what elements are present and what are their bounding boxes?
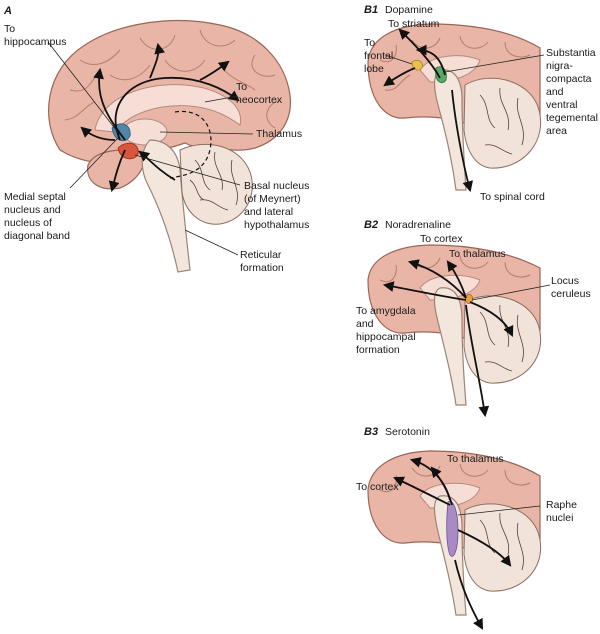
b3-pathway-upper	[409, 457, 451, 501]
panel-a-letter: A	[3, 5, 12, 17]
panel-b1-letter: B1	[364, 4, 378, 16]
label-b3-to-cortex: To cortex	[356, 481, 399, 493]
b1-pathway-cortex-loop	[415, 44, 446, 76]
label-raphe-nuclei: Raphe nuclei	[546, 499, 580, 524]
leader-locus	[471, 284, 551, 301]
b3-pathway-cerebellum	[457, 529, 512, 567]
b3-pathway-cortex	[393, 476, 451, 506]
b1-pathway-frontal	[383, 67, 416, 87]
b2-pathway-amygdala	[382, 281, 467, 301]
leader-reticular	[184, 229, 239, 256]
panel-a-cerebellum	[179, 143, 253, 225]
leader-basal-nucleus	[134, 154, 241, 186]
label-basal-nucleus: Basal nucleus (of Meynert) and lateral h…	[244, 180, 312, 231]
panel-b1-cerebellum	[463, 77, 542, 169]
label-to-striatum: To striatum	[388, 18, 440, 30]
label-reticular: Reticular formation	[240, 249, 284, 274]
panel-b1-gyri	[379, 35, 531, 91]
label-b2-to-thalamus: To thalamus	[449, 248, 506, 260]
panel-b3: B3 Serotonin To thalamus To cortex Raphe…	[356, 426, 580, 630]
panel-a-pathway-forward	[80, 126, 116, 141]
panel-b1-brainstem	[433, 69, 467, 191]
leader-hippocampus	[47, 41, 121, 136]
label-substantia-nigra: Substantia nigra- compacta and ventral t…	[546, 47, 600, 137]
leader-substantia	[444, 54, 545, 73]
panel-b3-cerebellum	[463, 503, 542, 592]
b3-pathway-spinal	[454, 559, 484, 630]
panel-a-pathway-to-hippocampus	[93, 67, 126, 141]
leader-medial-septal	[69, 137, 119, 189]
label-thalamus-a: Thalamus	[256, 128, 302, 140]
panel-a-pathway-down	[108, 149, 126, 193]
panel-b3-title: Serotonin	[385, 426, 430, 438]
b2-pathway-spinal	[465, 304, 490, 418]
label-medial-septal: Medial septal nucleus and nucleus of dia…	[4, 191, 70, 242]
b2-pathway-cortex	[407, 259, 467, 299]
panel-a-pathway-to-neocortex	[199, 60, 230, 81]
b2-pathway-thalamus	[446, 260, 467, 299]
panel-b2-cerebellum	[463, 295, 542, 384]
b1-pathway-spinal	[451, 89, 473, 193]
panel-b1-folia	[479, 87, 524, 155]
leader-thalamus-a	[159, 131, 254, 135]
raphe-nuclei-marker	[446, 500, 459, 557]
panel-a: A To	[3, 5, 312, 274]
panel-b3-gyri	[379, 463, 531, 493]
label-to-spinal-cord: To spinal cord	[480, 191, 545, 203]
panel-a-brainstem	[141, 139, 191, 273]
leader-raphe	[457, 505, 541, 516]
panel-b2: B2 Noradrenaline To cortex To thalamus L…	[356, 219, 591, 418]
leader-frontal	[384, 54, 413, 65]
label-to-neocortex: To neocortex	[236, 81, 283, 106]
label-to-frontal-lobe: To frontal lobe	[364, 37, 396, 75]
label-to-amygdala: To amygdala and hippocampal formation	[356, 305, 418, 356]
panel-a-temporal-lobe	[87, 149, 145, 190]
leader-neocortex	[204, 95, 239, 103]
panel-b3-folia	[479, 512, 524, 571]
label-to-hippocampus: To hippocampus	[4, 23, 66, 48]
panel-a-pathway-upper	[149, 42, 165, 79]
panel-b1-title: Dopamine	[385, 4, 433, 16]
panel-a-pathway-arch	[114, 76, 240, 141]
label-locus-ceruleus: Locus ceruleus	[551, 275, 591, 300]
panel-b2-letter: B2	[364, 219, 378, 231]
panel-a-corpus-callosum	[94, 84, 242, 133]
label-b3-to-thalamus: To thalamus	[447, 453, 504, 465]
panel-b3-letter: B3	[364, 426, 378, 438]
panel-a-cerebellum-folia	[189, 151, 238, 211]
label-b2-to-cortex: To cortex	[420, 233, 463, 245]
panel-b2-title: Noradrenaline	[385, 219, 451, 231]
panel-b2-brainstem	[433, 287, 467, 406]
panel-b1: B1 Dopamine To striatum To frontal lobe …	[364, 4, 600, 203]
b2-pathway-cerebellum	[469, 301, 514, 337]
